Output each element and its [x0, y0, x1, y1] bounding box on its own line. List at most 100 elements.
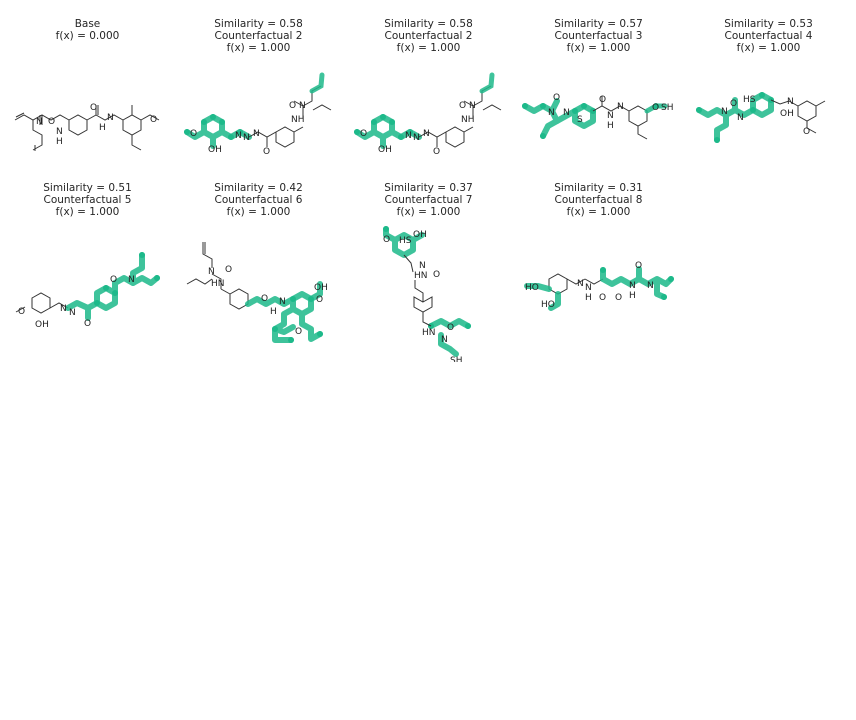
atom-label: N	[419, 261, 426, 271]
counterfactual-label: Counterfactual 7	[384, 194, 473, 206]
atom-label: N	[585, 283, 592, 293]
atom-label: H	[629, 291, 636, 301]
counterfactual-label: Counterfactual 4	[724, 30, 813, 42]
panel-counterfactual-6: Similarity = 0.42 Counterfactual 6 f(x) …	[173, 182, 344, 357]
panel-counterfactual-5: Similarity = 0.51 Counterfactual 5 f(x) …	[2, 182, 173, 357]
atom-label: O	[150, 115, 157, 125]
atom-label: HS	[743, 95, 756, 105]
counterfactual-label: Counterfactual 5	[43, 194, 132, 206]
atom-label: NH	[291, 115, 305, 125]
atom-label: O	[730, 99, 737, 109]
similarity-text: Similarity = 0.37	[384, 182, 473, 194]
atom-label: O	[599, 95, 606, 105]
atom-label: N	[413, 133, 420, 143]
panel-counterfactual-2a: Similarity = 0.58 Counterfactual 2 f(x) …	[173, 18, 344, 193]
atom-label: N	[787, 97, 794, 107]
panel-caption: Similarity = 0.58 Counterfactual 2 f(x) …	[343, 18, 514, 54]
atom-label: SH	[661, 103, 673, 113]
atom-label: N	[128, 275, 135, 285]
panel-caption: Similarity = 0.42 Counterfactual 6 f(x) …	[173, 182, 344, 218]
atom-label: N	[563, 108, 570, 118]
similarity-text: Similarity = 0.58	[384, 18, 473, 30]
molecule-structure: O N N S O N H N O SH	[522, 93, 673, 140]
atom-label: OH	[314, 283, 328, 293]
atom-label: O	[433, 270, 440, 280]
panel-counterfactual-3: Similarity = 0.57 Counterfactual 3 f(x) …	[513, 18, 684, 193]
molecule-structure: HS N N OH O N O	[696, 92, 826, 143]
atom-label: O	[316, 295, 323, 305]
atom-label: HN	[422, 328, 436, 338]
atom-label: O	[261, 294, 268, 304]
atom-label: N	[721, 107, 728, 117]
panel-counterfactual-4: Similarity = 0.53 Counterfactual 4 f(x) …	[683, 18, 854, 193]
atom-label: N	[577, 279, 584, 289]
counterfactual-label: Counterfactual 2	[214, 30, 303, 42]
atom-label: O	[48, 117, 55, 127]
atom-label: O	[447, 323, 454, 333]
molecule-structure: O OH N N N O O N NH	[184, 72, 332, 157]
atom-label: N	[441, 335, 448, 345]
counterfactual-label: Counterfactual 6	[214, 194, 303, 206]
similarity-text: Similarity = 0.42	[214, 182, 303, 194]
atom-label: O	[615, 293, 622, 303]
atom-label: HN	[211, 279, 225, 289]
atom-label: N	[107, 113, 114, 123]
atom-label: O	[90, 103, 97, 113]
atom-label: H	[99, 123, 106, 133]
atom-label: O	[459, 101, 466, 111]
panel-counterfactual-2b: Similarity = 0.58 Counterfactual 2 f(x) …	[343, 18, 514, 193]
atom-label: NH	[461, 115, 475, 125]
atom-label: N	[56, 127, 63, 137]
panel-caption: Similarity = 0.37 Counterfactual 7 f(x) …	[343, 182, 514, 218]
atom-label: O	[18, 307, 25, 317]
atom-label: N	[548, 108, 555, 118]
atom-label: OH	[413, 230, 427, 240]
atom-label: N	[647, 281, 654, 291]
atom-label: N	[469, 101, 476, 111]
panel-caption: Similarity = 0.58 Counterfactual 2 f(x) …	[173, 18, 344, 54]
panel-caption: Similarity = 0.51 Counterfactual 5 f(x) …	[2, 182, 173, 218]
atom-label: OH	[35, 320, 49, 330]
atom-label: H	[56, 137, 63, 147]
molecule-structure: O OH N N N O O N NH	[354, 72, 502, 157]
atom-label: HS	[399, 236, 412, 246]
atom-label: N	[60, 304, 67, 314]
atom-label: HO	[525, 283, 539, 293]
atom-label: O	[190, 129, 197, 139]
atom-label: H	[270, 307, 277, 317]
atom-label: N	[617, 102, 624, 112]
atom-label: O	[110, 275, 117, 285]
fx-value: f(x) = 1.000	[396, 206, 461, 218]
atom-label: N	[423, 129, 430, 139]
atom-label: N	[235, 131, 242, 141]
atom-label: H	[607, 121, 614, 131]
fx-value: f(x) = 1.000	[566, 42, 631, 54]
counterfactual-label: Counterfactual 2	[384, 30, 473, 42]
similarity-text: Similarity = 0.53	[724, 18, 813, 30]
counterfactual-label: Counterfactual 8	[554, 194, 643, 206]
atom-label: OH	[780, 109, 794, 119]
fx-value: f(x) = 1.000	[566, 206, 631, 218]
molecule-structure: N O HN O N H O O OH	[186, 242, 328, 343]
atom-label: HO	[541, 300, 555, 310]
fx-value: f(x) = 1.000	[226, 42, 291, 54]
atom-label: N	[36, 117, 43, 127]
atom-label: H	[585, 293, 592, 303]
panel-base: Base f(x) = 0.000 O N N H N H O O	[2, 18, 173, 193]
atom-label: SH	[450, 356, 462, 362]
atom-label: N	[279, 297, 286, 307]
counterfactual-label: Counterfactual 3	[554, 30, 643, 42]
atom-label: O	[433, 147, 440, 157]
fx-value: f(x) = 0.000	[55, 30, 120, 42]
atom-label: O	[295, 327, 302, 337]
similarity-text: Similarity = 0.51	[43, 182, 132, 194]
atom-label: N	[69, 308, 76, 318]
atom-label: O	[84, 319, 91, 329]
panel-counterfactual-8: Similarity = 0.31 Counterfactual 8 f(x) …	[513, 182, 684, 357]
panel-caption: Base f(x) = 0.000	[2, 18, 173, 42]
atom-label: O	[652, 103, 659, 113]
atom-label: N	[607, 111, 614, 121]
atom-label: S	[577, 115, 583, 125]
atom-label: O	[383, 235, 390, 245]
atom-label: N	[243, 133, 250, 143]
